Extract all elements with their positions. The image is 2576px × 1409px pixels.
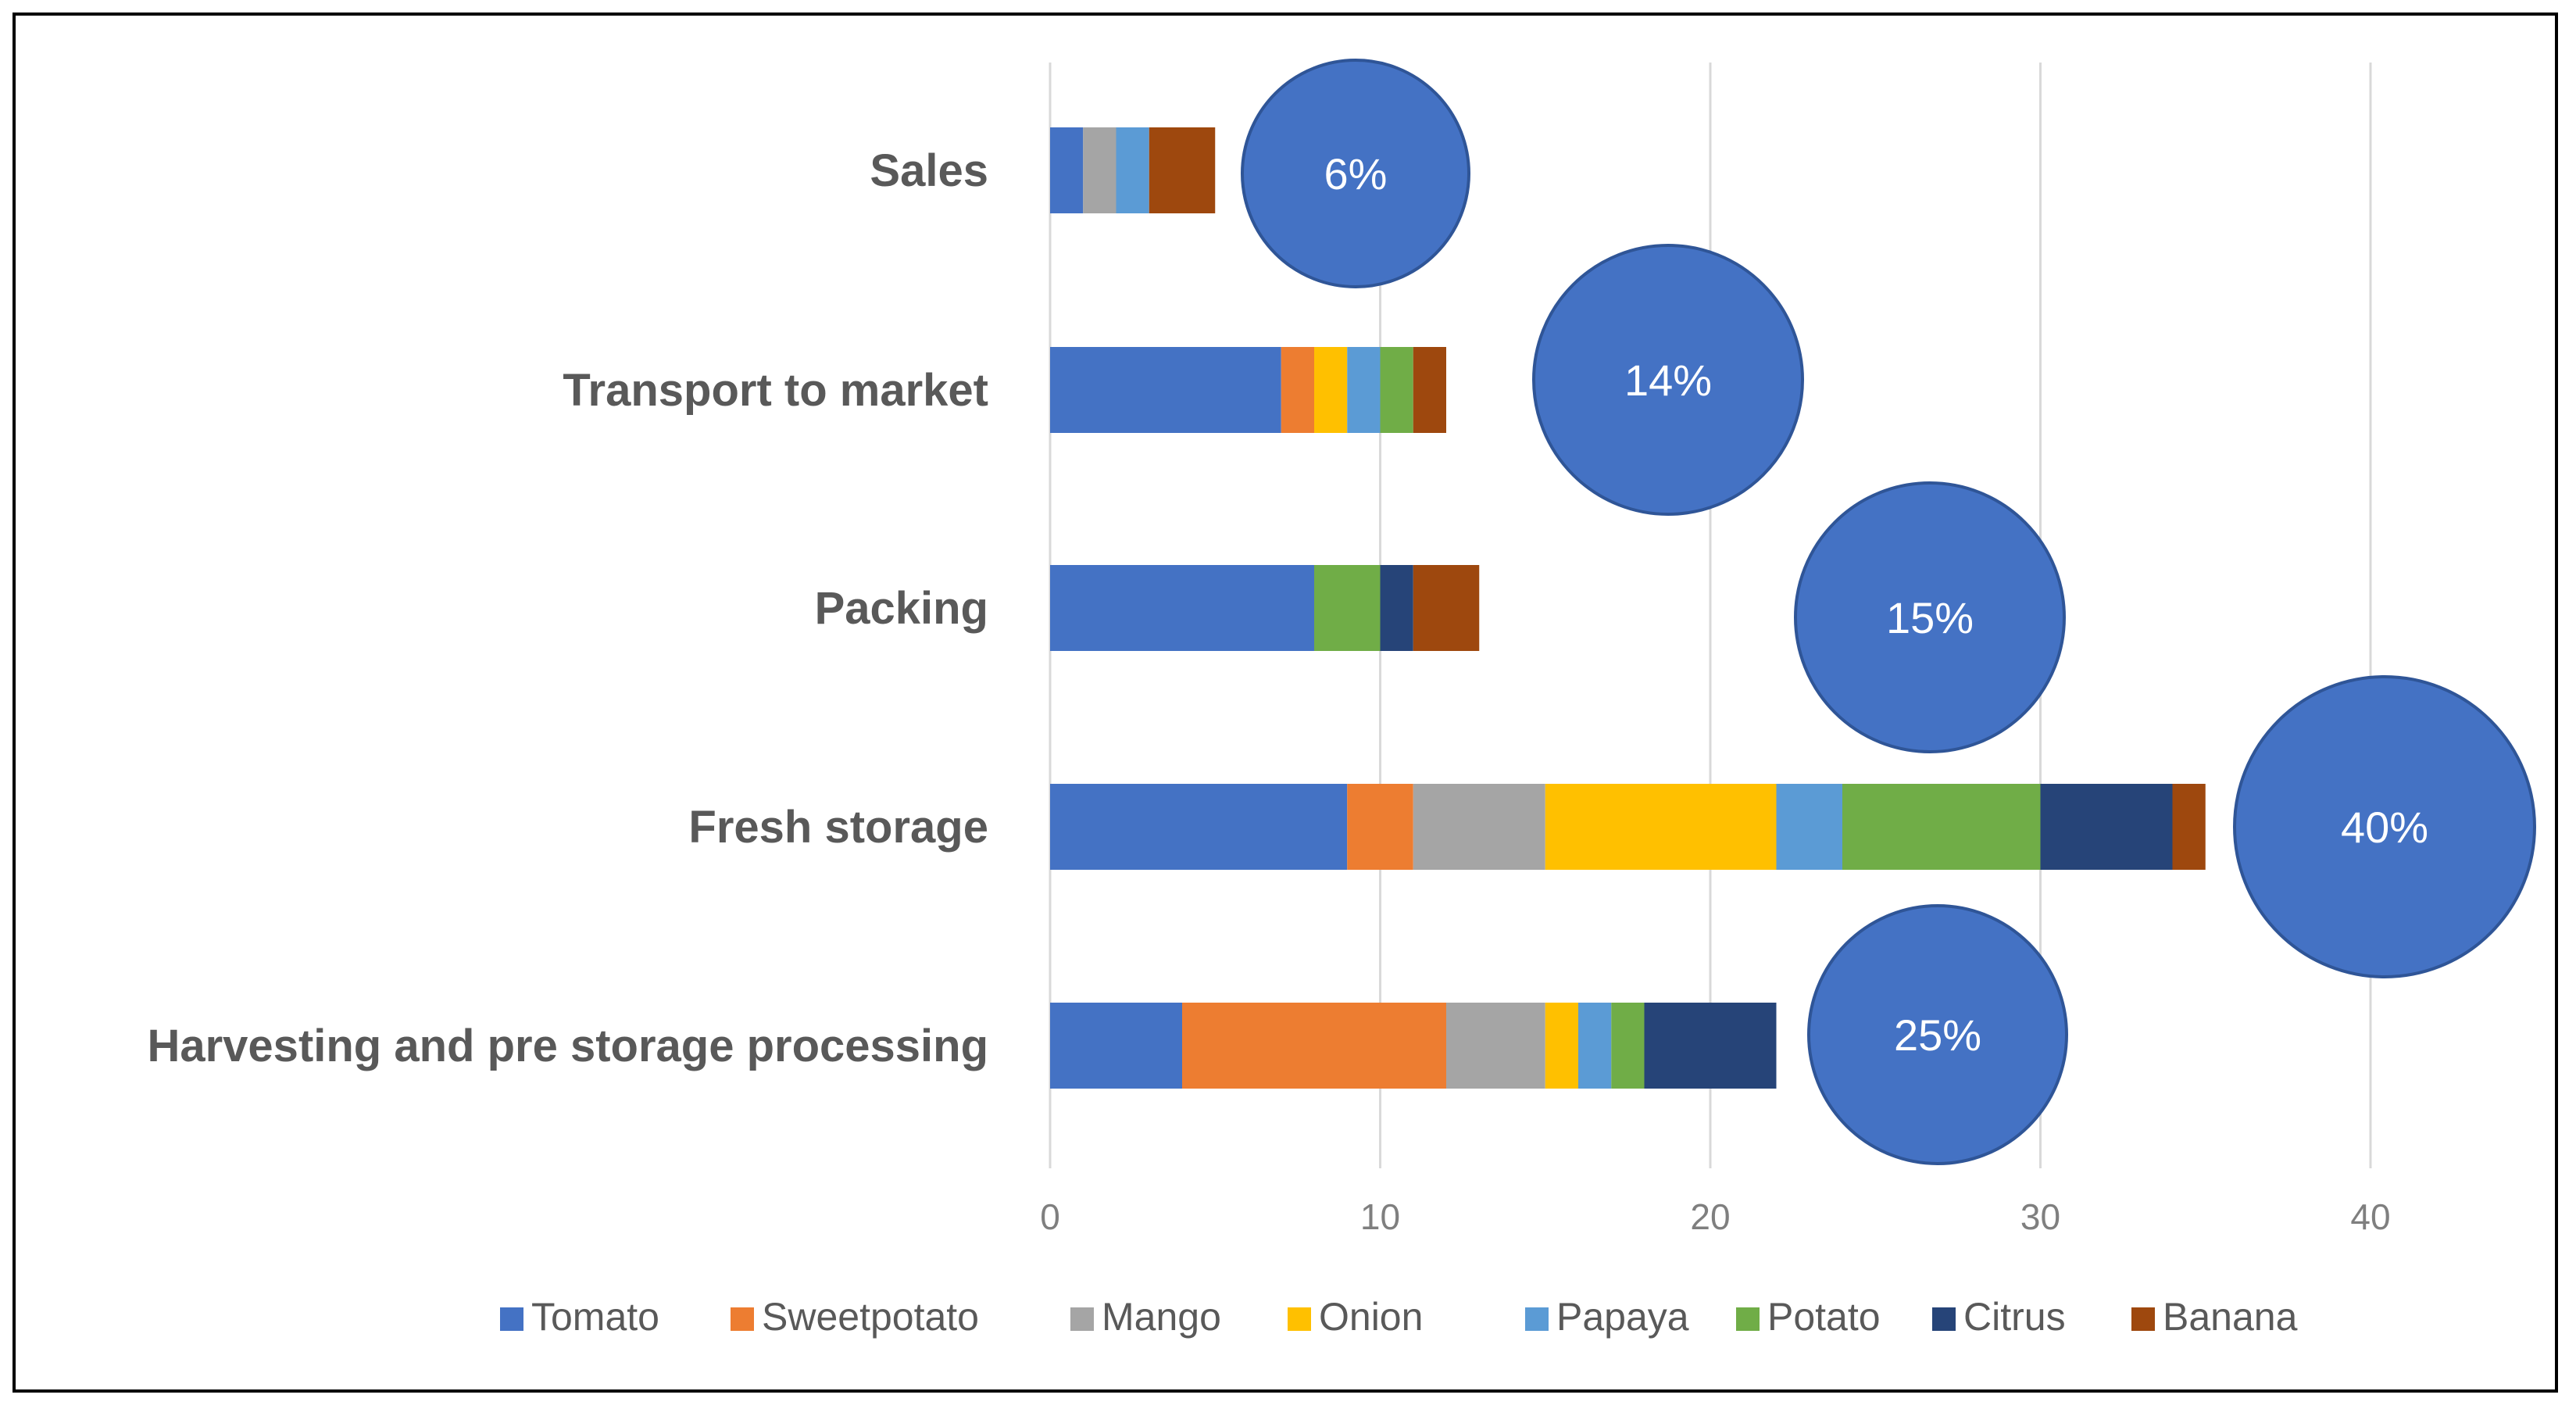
bar-citrus-4 xyxy=(1644,1003,1777,1089)
x-tick-label-40: 40 xyxy=(2350,1196,2390,1237)
bar-citrus-3 xyxy=(2040,784,2173,870)
bar-onion-1 xyxy=(1314,347,1348,433)
legend-label-tomato: Tomato xyxy=(531,1295,659,1339)
percent-bubble-1 xyxy=(1532,244,1804,516)
percent-label-2: 15% xyxy=(1886,593,1974,642)
bar-banana-2 xyxy=(1413,565,1480,651)
bar-potato-4 xyxy=(1611,1003,1645,1089)
bar-mango-3 xyxy=(1413,784,1545,870)
x-tick-label-30: 30 xyxy=(2020,1196,2060,1237)
bar-tomato-1 xyxy=(1050,347,1281,433)
bar-citrus-2 xyxy=(1380,565,1413,651)
category-label-2: Packing xyxy=(815,583,988,634)
bar-papaya-3 xyxy=(1776,784,1842,870)
bar-papaya-0 xyxy=(1116,127,1149,213)
legend-swatch-citrus xyxy=(1932,1307,1956,1331)
bar-mango-4 xyxy=(1446,1003,1545,1089)
legend-swatch-papaya xyxy=(1525,1307,1549,1331)
x-tick-label-0: 0 xyxy=(1040,1196,1060,1237)
bar-banana-1 xyxy=(1413,347,1446,433)
bar-sweetpotato-3 xyxy=(1347,784,1413,870)
legend-swatch-potato xyxy=(1736,1307,1760,1331)
percent-label-1: 14% xyxy=(1624,356,1712,405)
bar-papaya-1 xyxy=(1347,347,1381,433)
bar-onion-3 xyxy=(1545,784,1777,870)
chart-frame xyxy=(13,13,2558,1393)
x-tick-label-20: 20 xyxy=(1690,1196,1730,1237)
legend-label-potato: Potato xyxy=(1767,1295,1881,1339)
bar-potato-1 xyxy=(1380,347,1413,433)
bar-papaya-4 xyxy=(1578,1003,1612,1089)
bar-banana-3 xyxy=(2172,784,2206,870)
legend-swatch-banana xyxy=(2131,1307,2155,1331)
bar-tomato-4 xyxy=(1050,1003,1182,1089)
bar-banana-0 xyxy=(1149,127,1216,213)
legend-label-mango: Mango xyxy=(1102,1295,1221,1339)
bar-tomato-0 xyxy=(1050,127,1084,213)
legend-label-citrus: Citrus xyxy=(1963,1295,2066,1339)
legend-swatch-sweetpotato xyxy=(731,1307,754,1331)
legend-label-banana: Banana xyxy=(2163,1295,2298,1339)
legend-label-sweetpotato: Sweetpotato xyxy=(762,1295,979,1339)
legend-swatch-mango xyxy=(1070,1307,1094,1331)
percent-bubble-2 xyxy=(1794,481,2066,753)
percent-bubble-3 xyxy=(2233,675,2536,978)
x-tick-label-10: 10 xyxy=(1360,1196,1400,1237)
bar-tomato-3 xyxy=(1050,784,1348,870)
bar-potato-3 xyxy=(1842,784,2041,870)
category-label-1: Transport to market xyxy=(563,365,988,416)
category-label-0: Sales xyxy=(870,145,988,196)
percent-label-4: 25% xyxy=(1894,1010,1981,1060)
bar-sweetpotato-4 xyxy=(1182,1003,1446,1089)
bar-mango-0 xyxy=(1083,127,1117,213)
percent-label-3: 40% xyxy=(2341,803,2428,852)
category-label-3: Fresh storage xyxy=(688,802,988,853)
percent-label-0: 6% xyxy=(1324,149,1388,198)
legend-label-papaya: Papaya xyxy=(1556,1295,1689,1339)
bar-tomato-2 xyxy=(1050,565,1314,651)
legend-swatch-tomato xyxy=(500,1307,523,1331)
bar-onion-4 xyxy=(1545,1003,1578,1089)
legend-label-onion: Onion xyxy=(1319,1295,1423,1339)
percent-bubble-4 xyxy=(1807,904,2068,1165)
bar-potato-2 xyxy=(1314,565,1381,651)
category-label-4: Harvesting and pre storage processing xyxy=(147,1021,988,1071)
legend-swatch-onion xyxy=(1288,1307,1311,1331)
percent-bubble-0 xyxy=(1241,59,1470,288)
bar-sweetpotato-1 xyxy=(1281,347,1314,433)
